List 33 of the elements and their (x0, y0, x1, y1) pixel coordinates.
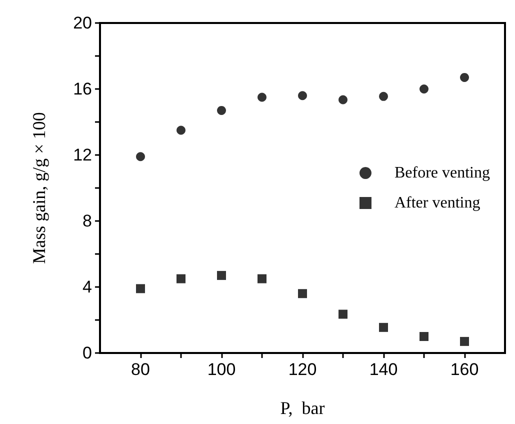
legend-label: After venting (394, 194, 480, 212)
legend-label: Before venting (394, 164, 490, 182)
point (420, 332, 428, 341)
point (420, 84, 428, 94)
point (176, 274, 186, 284)
point (379, 322, 388, 332)
point (136, 284, 145, 294)
x-tick-label: 160 (450, 360, 479, 379)
y-tick-label: 4 (82, 278, 92, 296)
point (136, 152, 145, 162)
y-tick-label: 12 (73, 146, 92, 164)
point (217, 106, 226, 115)
y-tick-label: 16 (73, 80, 92, 98)
point (298, 289, 307, 298)
point (460, 72, 469, 82)
y-tick-label: 8 (82, 212, 92, 230)
point (258, 274, 266, 284)
point (176, 126, 186, 135)
point (379, 92, 388, 101)
y-tick-label: 20 (73, 14, 92, 32)
point (460, 336, 469, 346)
y-tick-label: 0 (82, 344, 92, 362)
y-axis-title: Mass gain, g/g × 100 (29, 112, 49, 264)
x-tick-label: 80 (131, 360, 150, 379)
point (338, 310, 348, 319)
x-tick-label: 120 (288, 360, 317, 379)
x-axis-title: P, bar (280, 398, 325, 418)
point (338, 95, 348, 104)
x-tick-label: 100 (207, 360, 236, 379)
point (258, 92, 266, 102)
point (298, 91, 307, 100)
x-tick-label: 140 (369, 360, 398, 379)
point (217, 270, 226, 280)
